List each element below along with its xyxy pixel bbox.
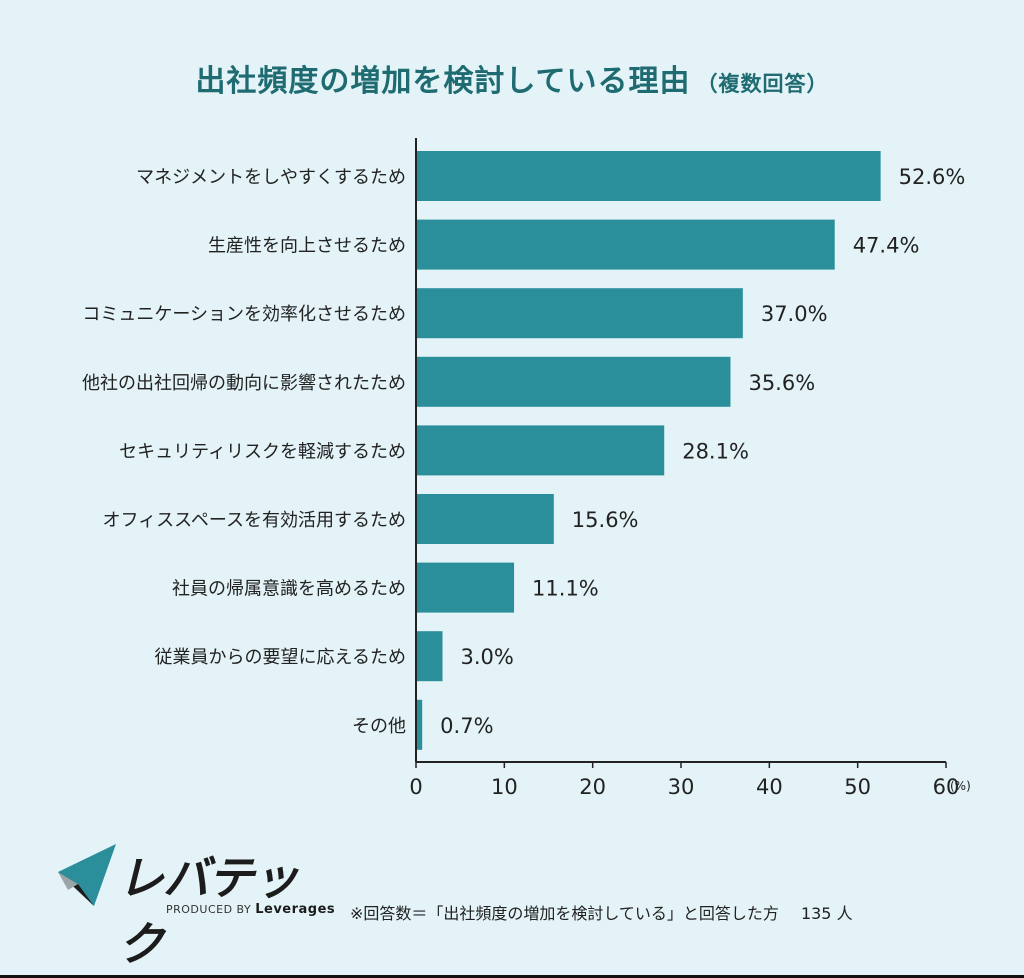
category-label: マネジメントをしやすくするため: [136, 167, 406, 188]
category-label: 社員の帰属意識を高めるため: [172, 579, 406, 600]
bar: [416, 562, 515, 613]
bar: [416, 699, 423, 750]
value-label: 15.6%: [572, 508, 639, 532]
value-label: 47.4%: [853, 234, 920, 258]
chart-title: 出社頻度の増加を検討している理由 （複数回答）: [0, 56, 1024, 100]
value-label: 3.0%: [461, 645, 514, 669]
value-label: 37.0%: [761, 302, 828, 326]
bar: [416, 494, 554, 544]
value-label: 52.6%: [899, 165, 966, 189]
produced-by-text: PRODUCED BY: [166, 903, 252, 916]
category-label: 他社の出社回帰の動向に影響されたため: [82, 373, 406, 394]
category-label: その他: [352, 716, 406, 737]
x-tick-label: 30: [668, 775, 695, 799]
x-tick-label: 40: [756, 775, 783, 799]
category-label: コミュニケーションを効率化させるため: [82, 304, 406, 325]
value-label: 11.1%: [532, 577, 599, 601]
footnote-text: ※回答数＝「出社頻度の増加を検討している」と回答した方: [350, 904, 779, 923]
bar: [416, 631, 443, 682]
value-label: 35.6%: [748, 371, 815, 395]
bar: [416, 219, 835, 270]
logo-produced-by: PRODUCED BY Leverages: [166, 902, 335, 917]
bar-chart: マネジメントをしやすくするため 52.6% 生産性を向上させるため 47.4% コミュニ…: [82, 138, 971, 799]
footnote: ※回答数＝「出社頻度の増加を検討している」と回答した方 135 人: [350, 900, 853, 924]
category-label: 従業員からの要望に応えるため: [155, 647, 406, 668]
bar: [416, 425, 665, 476]
value-label: 0.7%: [440, 714, 493, 738]
bar: [416, 356, 731, 407]
value-label: 28.1%: [682, 439, 749, 463]
respondent-count: 135 人: [800, 904, 853, 923]
logo-mark-icon: [58, 844, 116, 906]
x-tick-label: 0: [409, 775, 422, 799]
x-tick-label: 20: [579, 775, 606, 799]
x-tick-label: 60: [933, 775, 960, 799]
category-label: セキュリティリスクを軽減するため: [119, 441, 406, 462]
company-name: Leverages: [255, 902, 336, 917]
levtech-logo: レバテック PRODUCED BY Leverages: [58, 842, 338, 971]
x-tick-label: 50: [844, 775, 871, 799]
bar: [416, 288, 743, 339]
bar: [416, 151, 881, 201]
bottom-divider: [0, 975, 1024, 978]
chart-subtitle: （複数回答）: [696, 72, 829, 96]
category-label: 生産性を向上させるため: [208, 236, 406, 257]
chart-title-text: 出社頻度の増加を検討している理由: [195, 64, 691, 99]
category-label: オフィススペースを有効活用するため: [103, 510, 406, 531]
x-tick-label: 10: [491, 775, 518, 799]
x-axis-unit: (%): [950, 779, 971, 793]
logo-wordmark: レバテック: [118, 851, 299, 971]
